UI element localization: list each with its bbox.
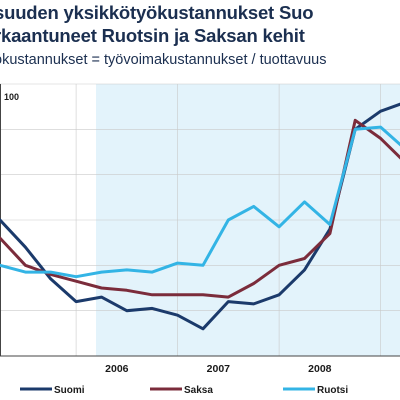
x-tick-label: 2007: [207, 363, 231, 375]
series-lines: [0, 102, 400, 331]
legend: Suomi Saksa Ruotsi: [20, 385, 348, 396]
chart-title-line-1: suuden yksikkötyökustannukset Suo: [0, 2, 314, 23]
x-tick-labels: 20062007200820092010201120122013201: [105, 363, 332, 375]
chart-subtitle: ökustannukset = työvoimakustannukset / t…: [0, 52, 327, 68]
y-axis-label: 100: [4, 92, 19, 102]
legend-label: Saksa: [184, 385, 213, 396]
legend-item-saksa: Saksa: [150, 385, 213, 396]
legend-label: Ruotsi: [317, 385, 348, 396]
series-line-suomi: [0, 102, 400, 331]
grid-lines: [0, 83, 400, 356]
series-line-saksa: [0, 118, 400, 299]
legend-item-ruotsi: Ruotsi: [283, 385, 348, 396]
x-tick-label: 2006: [105, 363, 129, 375]
chart-title-line-2: rkaantuneet Ruotsin ja Saksan kehit: [0, 25, 305, 46]
legend-label: Suomi: [54, 385, 85, 396]
x-tick-label: 2008: [308, 363, 332, 375]
series-line-ruotsi: [0, 125, 400, 279]
legend-item-suomi: Suomi: [20, 385, 85, 396]
